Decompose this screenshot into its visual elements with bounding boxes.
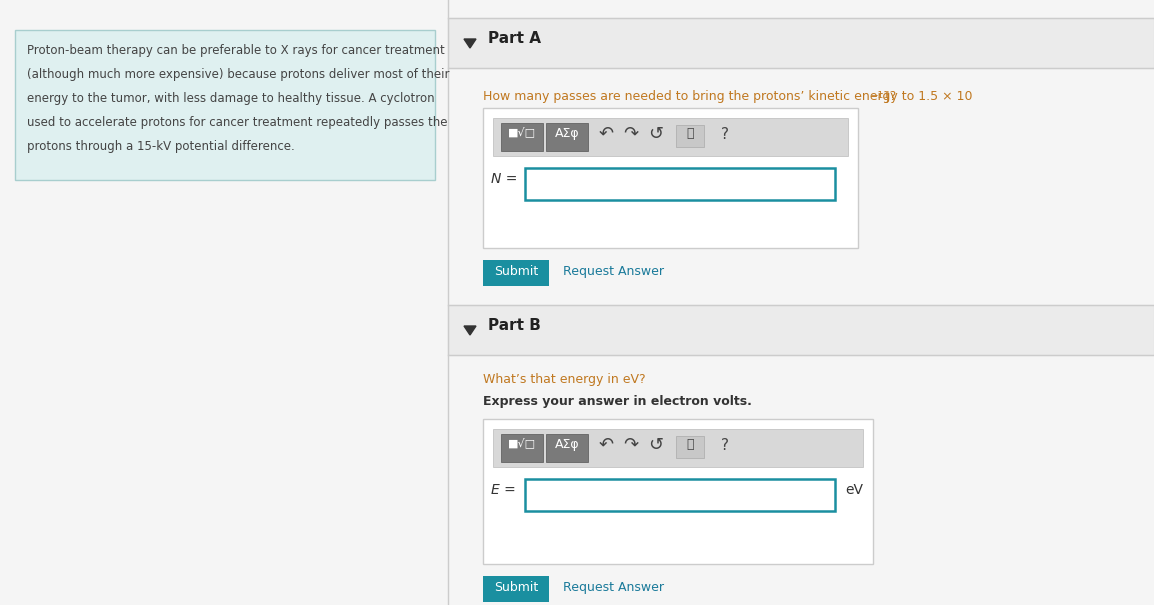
Text: Part B: Part B [488,318,541,333]
Bar [484,576,549,602]
Bar [493,429,863,467]
Bar [525,479,835,511]
Text: used to accelerate protons for cancer treatment repeatedly passes the: used to accelerate protons for cancer tr… [27,116,448,129]
Text: N =: N = [490,172,517,186]
Text: ■√□: ■√□ [508,438,537,449]
Bar [484,419,872,564]
Text: J?: J? [882,90,897,103]
Text: How many passes are needed to bring the protons’ kinetic energy to 1.5 × 10: How many passes are needed to bring the … [484,90,973,103]
Text: Proton-beam therapy can be preferable to X rays for cancer treatment: Proton-beam therapy can be preferable to… [27,44,444,57]
Text: Submit: Submit [494,265,538,278]
Text: ↷: ↷ [623,436,638,454]
Text: ↶: ↶ [599,125,614,143]
Text: energy to the tumor, with less damage to healthy tissue. A cyclotron: energy to the tumor, with less damage to… [27,92,435,105]
Text: ↶: ↶ [599,436,614,454]
Bar [676,436,704,458]
Polygon shape [464,326,475,335]
Bar [484,108,859,248]
Text: E =: E = [490,483,516,497]
Text: eV: eV [845,483,863,497]
Text: Request Answer: Request Answer [563,265,664,278]
Text: ⌹: ⌹ [687,438,694,451]
Text: AΣφ: AΣφ [555,438,579,451]
Bar [448,0,1154,605]
Text: ↷: ↷ [623,125,638,143]
Bar [525,168,835,200]
Text: Request Answer: Request Answer [563,581,664,594]
Bar [546,123,589,151]
Text: ↺: ↺ [649,125,664,143]
Text: ↺: ↺ [649,436,664,454]
Text: Express your answer in electron volts.: Express your answer in electron volts. [484,395,752,408]
Text: ■√□: ■√□ [508,127,537,138]
Text: ⌹: ⌹ [687,127,694,140]
Text: Submit: Submit [494,581,538,594]
Text: −11: −11 [870,91,889,100]
Bar [546,434,589,462]
Text: protons through a 15-kV potential difference.: protons through a 15-kV potential differ… [27,140,294,153]
Text: (although much more expensive) because protons deliver most of their: (although much more expensive) because p… [27,68,450,81]
Bar [676,125,704,147]
Bar [448,305,1154,355]
Bar [493,118,848,156]
Text: ?: ? [721,127,729,142]
Polygon shape [464,39,475,48]
Bar [501,123,544,151]
Bar [501,434,544,462]
Text: AΣφ: AΣφ [555,127,579,140]
Text: What’s that energy in eV?: What’s that energy in eV? [484,373,645,386]
Bar [484,260,549,286]
Bar [448,18,1154,68]
Text: ?: ? [721,438,729,453]
Text: Part A: Part A [488,31,541,46]
Bar [15,30,435,180]
